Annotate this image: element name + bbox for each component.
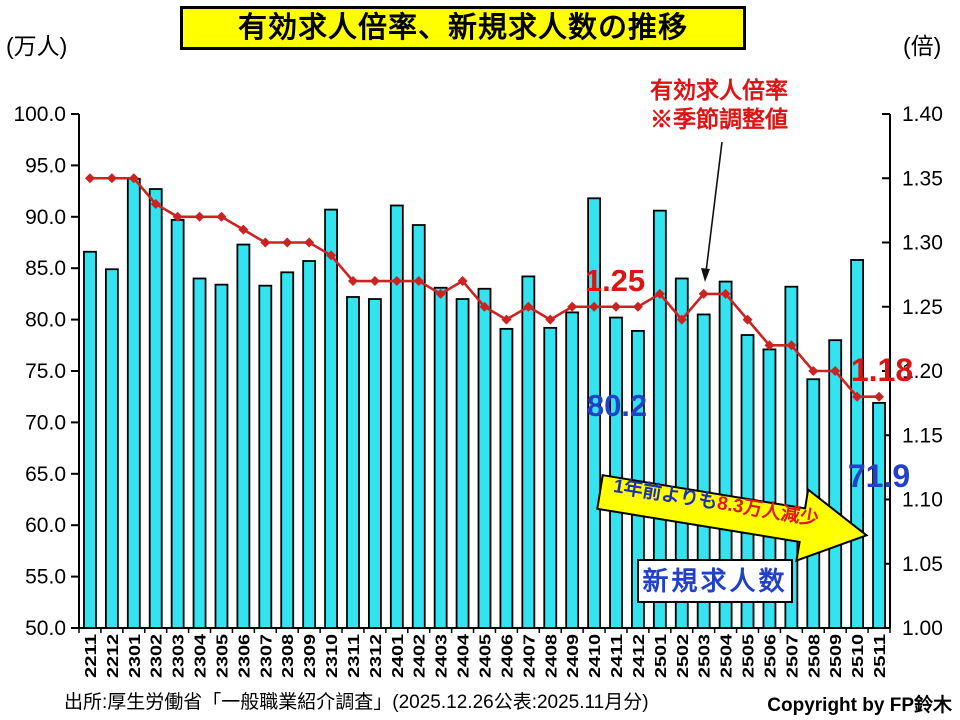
svg-text:2506: 2506 xyxy=(762,634,779,678)
svg-text:2411: 2411 xyxy=(609,634,626,678)
svg-text:90.0: 90.0 xyxy=(25,206,66,229)
svg-text:1.40: 1.40 xyxy=(902,103,943,126)
svg-text:2504: 2504 xyxy=(719,634,736,678)
svg-text:1.35: 1.35 xyxy=(902,167,943,190)
line-series-annotation-line1: 有効求人倍率 xyxy=(650,77,788,103)
svg-text:65.0: 65.0 xyxy=(25,463,66,486)
svg-text:2409: 2409 xyxy=(565,634,582,678)
source-note: 出所:厚生労働省「一般職業紹介調査」(2025.12.26公表:2025.11月… xyxy=(64,692,649,713)
svg-text:2503: 2503 xyxy=(697,634,714,678)
svg-text:80.0: 80.0 xyxy=(25,309,66,332)
svg-text:1.10: 1.10 xyxy=(902,489,943,512)
svg-text:2306: 2306 xyxy=(236,634,253,678)
svg-text:2412: 2412 xyxy=(631,634,648,678)
svg-text:2307: 2307 xyxy=(258,634,275,678)
svg-text:2312: 2312 xyxy=(368,634,385,678)
svg-text:75.0: 75.0 xyxy=(25,360,66,383)
bar-value-label-mid: 80.2 xyxy=(586,388,648,423)
svg-text:2410: 2410 xyxy=(587,634,604,678)
svg-text:2211: 2211 xyxy=(83,634,100,678)
svg-text:2405: 2405 xyxy=(478,634,495,678)
svg-text:85.0: 85.0 xyxy=(25,257,66,280)
line-value-label-end: 1.18 xyxy=(850,352,914,388)
svg-text:2402: 2402 xyxy=(412,634,429,678)
svg-text:2301: 2301 xyxy=(127,634,144,678)
svg-text:2403: 2403 xyxy=(434,634,451,678)
svg-text:2406: 2406 xyxy=(499,634,516,678)
svg-text:2311: 2311 xyxy=(346,634,363,678)
svg-text:1.05: 1.05 xyxy=(902,553,943,576)
svg-text:2404: 2404 xyxy=(456,634,473,678)
svg-text:1.25: 1.25 xyxy=(902,296,943,319)
svg-text:2408: 2408 xyxy=(543,634,560,678)
svg-text:2401: 2401 xyxy=(390,634,407,678)
svg-text:1.00: 1.00 xyxy=(902,617,943,640)
svg-text:2511: 2511 xyxy=(872,634,889,678)
svg-text:2302: 2302 xyxy=(149,634,166,678)
bar-series-label: 新規求人数 xyxy=(637,559,793,603)
svg-text:2309: 2309 xyxy=(302,634,319,678)
svg-text:2505: 2505 xyxy=(741,634,758,678)
svg-text:2304: 2304 xyxy=(193,634,210,678)
svg-text:2501: 2501 xyxy=(653,634,670,678)
svg-text:2212: 2212 xyxy=(105,634,122,678)
line-series-annotation-line2: ※季節調整値 xyxy=(650,106,788,132)
svg-text:2303: 2303 xyxy=(171,634,188,678)
svg-text:55.0: 55.0 xyxy=(25,566,66,589)
svg-text:60.0: 60.0 xyxy=(25,514,66,537)
svg-text:2310: 2310 xyxy=(324,634,341,678)
svg-text:50.0: 50.0 xyxy=(25,617,66,640)
svg-text:2510: 2510 xyxy=(850,634,867,678)
left-axis-unit-label: (万人) xyxy=(6,33,68,59)
svg-text:1.30: 1.30 xyxy=(902,232,943,255)
svg-text:2507: 2507 xyxy=(784,634,801,678)
right-axis-unit-label: (倍) xyxy=(903,33,942,59)
copyright: Copyright by FP鈴木 xyxy=(767,695,952,716)
chart-title: 有効求人倍率、新規求人数の推移 xyxy=(180,6,746,50)
svg-text:2407: 2407 xyxy=(521,634,538,678)
bar-value-label-end: 71.9 xyxy=(847,458,911,494)
svg-text:2508: 2508 xyxy=(806,634,823,678)
svg-text:2308: 2308 xyxy=(280,634,297,678)
svg-text:1.15: 1.15 xyxy=(902,424,943,447)
svg-text:100.0: 100.0 xyxy=(13,103,66,126)
line-value-label-mid: 1.25 xyxy=(584,263,646,298)
svg-text:95.0: 95.0 xyxy=(25,154,66,177)
svg-text:2509: 2509 xyxy=(828,634,845,678)
svg-text:2305: 2305 xyxy=(214,634,231,678)
svg-text:2502: 2502 xyxy=(675,634,692,678)
svg-text:70.0: 70.0 xyxy=(25,411,66,434)
svg-text:1.20: 1.20 xyxy=(902,360,943,383)
line-series-annotation: 有効求人倍率 ※季節調整値 xyxy=(650,76,788,134)
